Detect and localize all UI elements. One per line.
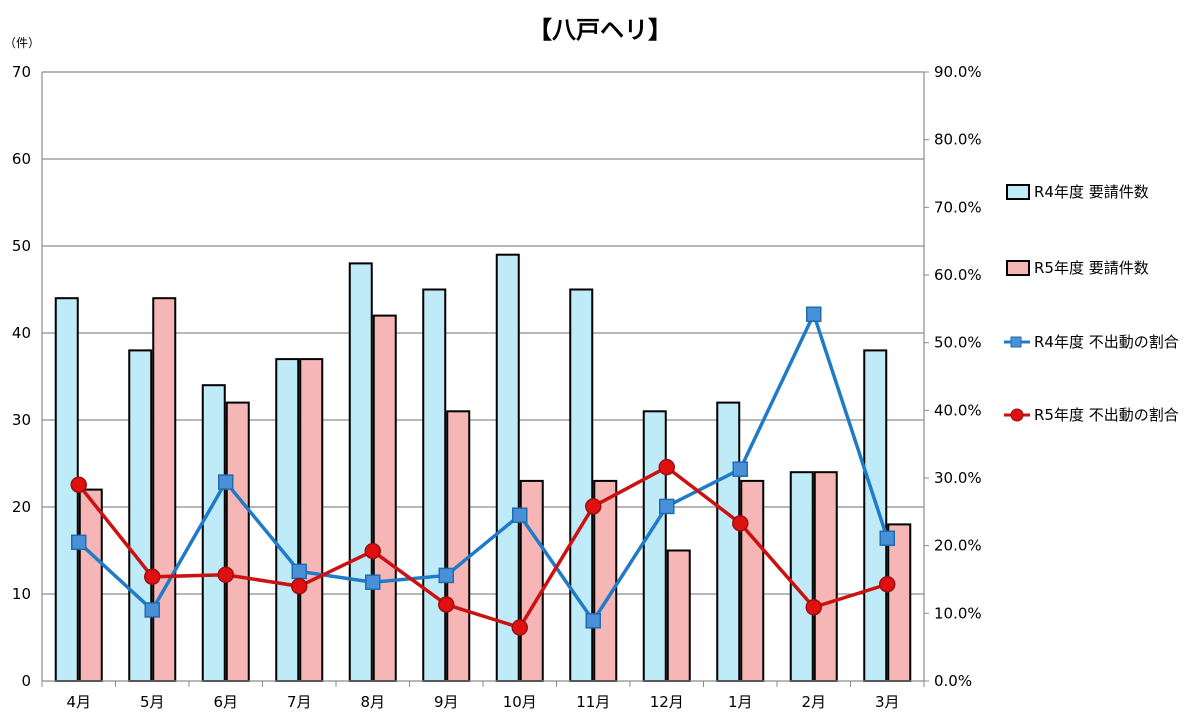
legend-label: R4年度 要請件数 <box>1034 183 1149 201</box>
x-tick-label: 4月 <box>66 693 91 711</box>
y-tick-label: 50 <box>12 237 31 255</box>
x-tick-label: 3月 <box>875 693 900 711</box>
line-point <box>218 474 234 490</box>
y2-tick-label: 40.0% <box>934 401 982 419</box>
line-point <box>364 542 381 560</box>
legend-marker <box>1010 408 1024 422</box>
legend-label: R5年度 要請件数 <box>1034 259 1149 277</box>
line-point <box>732 515 749 532</box>
axes <box>41 71 929 687</box>
line-point <box>511 619 528 636</box>
line-point <box>144 602 160 618</box>
line-point <box>438 596 455 613</box>
line-point <box>291 578 308 595</box>
legend-swatch <box>1006 184 1030 200</box>
x-tick-label: 1月 <box>728 693 753 711</box>
y2-tick-label: 70.0% <box>934 198 982 216</box>
line-point <box>365 574 381 590</box>
line-point <box>70 476 87 494</box>
y-tick-label: 10 <box>12 585 31 603</box>
x-tick-label: 2月 <box>801 693 826 711</box>
series-line <box>77 309 889 624</box>
y-tick-label: 20 <box>12 498 31 516</box>
x-tick-label: 5月 <box>140 693 165 711</box>
line-point <box>71 534 87 551</box>
x-tick-label: 12月 <box>650 693 684 711</box>
y2-tick-label: 10.0% <box>934 604 982 622</box>
y2-tick-label: 90.0% <box>934 63 982 81</box>
y-tick-label: 30 <box>12 411 31 429</box>
legend-label: R5年度 不出動の割合 <box>1034 406 1179 424</box>
legend: R4年度 要請件数 R5年度 要請件数 R4年度 不出動の割合 R5年度 不出動の割合 <box>1004 183 1179 424</box>
line-point <box>291 563 307 580</box>
line-point <box>144 568 161 586</box>
chart-title: 【八戸ヘリ】 <box>528 16 672 44</box>
line-point <box>659 498 675 515</box>
bar <box>446 410 471 682</box>
bar <box>716 401 741 682</box>
bar <box>422 288 447 682</box>
x-tick-label: 9月 <box>434 693 459 711</box>
gridlines <box>42 71 924 595</box>
series-line <box>77 465 888 630</box>
legend-marker <box>1010 336 1022 348</box>
bars <box>54 253 912 683</box>
y2-tick-label: 50.0% <box>934 334 982 352</box>
bar <box>495 253 520 682</box>
bar <box>887 523 912 683</box>
x-tick-label: 11月 <box>576 693 610 711</box>
line-point <box>217 566 234 584</box>
y-tick-label: 40 <box>12 324 31 342</box>
line-point <box>732 461 748 477</box>
y2-tick-label: 0.0% <box>934 672 972 690</box>
line-point <box>879 530 895 546</box>
bar <box>789 471 814 683</box>
bar <box>128 349 153 682</box>
bar <box>348 262 373 682</box>
line-point <box>806 306 822 322</box>
x-tick-label: 8月 <box>360 693 385 711</box>
tick-labels: 0 10 20 30 40 50 60 70 0.0% 10.0% 20.0% 30.0% 40.0% 5… <box>12 63 982 711</box>
bar <box>863 349 888 682</box>
bar <box>666 549 691 682</box>
line-point <box>438 567 454 584</box>
y2-tick-label: 20.0% <box>934 537 982 555</box>
y2-tick-label: 30.0% <box>934 469 982 487</box>
y-tick-label: 0 <box>21 672 31 690</box>
y2-tick-label: 60.0% <box>934 266 982 284</box>
bar <box>372 314 397 682</box>
bar <box>201 384 226 682</box>
y-tick-label: 60 <box>12 150 31 168</box>
legend-label: R4年度 不出動の割合 <box>1034 333 1179 351</box>
legend-swatch <box>1006 260 1030 276</box>
x-tick-label: 7月 <box>287 693 312 711</box>
x-tick-label: 6月 <box>213 693 238 711</box>
line-point <box>658 458 675 476</box>
line-point <box>805 598 822 616</box>
bar <box>740 479 765 682</box>
series-lines <box>70 306 896 636</box>
line-point <box>585 498 602 515</box>
bar <box>225 401 250 682</box>
bar <box>642 410 667 682</box>
bar <box>78 488 103 682</box>
line-point <box>512 507 528 523</box>
bar <box>813 471 838 683</box>
line-point <box>585 613 601 629</box>
y-tick-label: 70 <box>12 63 31 81</box>
line-point <box>879 575 896 593</box>
y-axis-unit-label: （件） <box>4 36 40 50</box>
bar <box>275 358 300 682</box>
x-tick-label: 10月 <box>503 693 537 711</box>
y2-tick-label: 80.0% <box>934 131 982 149</box>
bar <box>299 358 324 682</box>
bar <box>152 297 177 682</box>
